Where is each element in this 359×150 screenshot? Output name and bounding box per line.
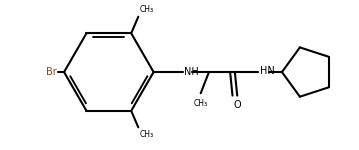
Text: CH₃: CH₃ — [194, 99, 208, 108]
Text: CH₃: CH₃ — [139, 130, 154, 139]
Text: CH₃: CH₃ — [139, 5, 154, 14]
Text: O: O — [233, 100, 241, 110]
Text: NH: NH — [184, 67, 199, 77]
Text: Br: Br — [46, 67, 57, 77]
Text: HN: HN — [260, 66, 274, 76]
